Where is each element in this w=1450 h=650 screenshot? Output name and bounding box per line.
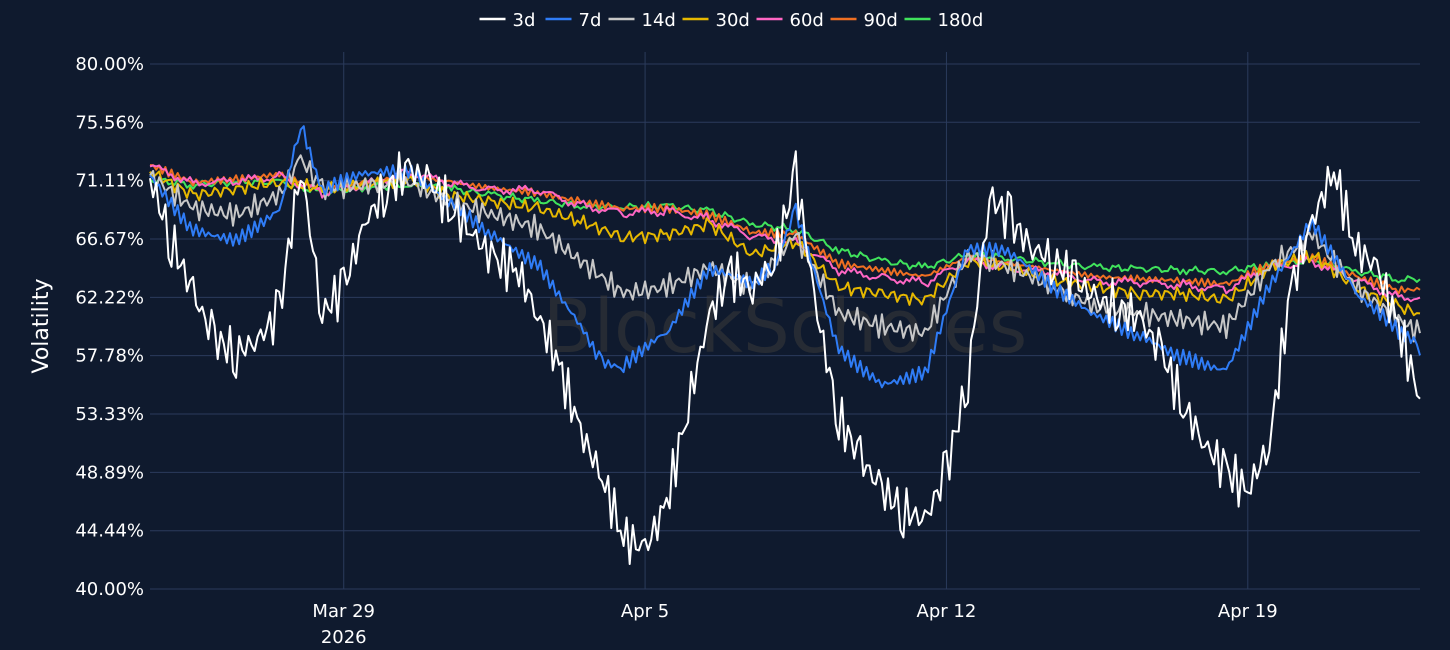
grid [150, 52, 1420, 590]
y-tick-label: 71.11% [75, 171, 144, 192]
y-axis-ticks: 40.00% 44.44% 48.89% 53.33% 57.78% 62.22% 66.6… [75, 54, 144, 600]
x-tick-label: Apr 19 [1218, 601, 1278, 622]
x-tick-label: Mar 29 [312, 601, 375, 622]
x-tick-label: Apr 12 [917, 601, 977, 622]
y-tick-label: 57.78% [75, 346, 144, 367]
series-layer [149, 125, 1421, 565]
legend-label: 7d [579, 10, 602, 31]
legend-item-180d[interactable]: 180d [904, 10, 984, 31]
y-tick-label: 48.89% [75, 462, 144, 483]
legend-item-90d[interactable]: 90d [830, 10, 898, 31]
series-line-30d [149, 170, 1421, 317]
legend-label: 3d [513, 10, 536, 31]
legend-item-3d[interactable]: 3d [479, 10, 536, 31]
x-tick-sublabel: 2026 [321, 627, 367, 648]
y-tick-label: 66.67% [75, 229, 144, 250]
legend-label: 14d [642, 10, 676, 31]
legend-item-7d[interactable]: 7d [545, 10, 602, 31]
x-tick-label: Apr 5 [621, 601, 669, 622]
watermark: BlockScholes [543, 284, 1028, 370]
y-tick-label: 53.33% [75, 404, 144, 425]
y-tick-label: 62.22% [75, 287, 144, 308]
y-tick-label: 44.44% [75, 521, 144, 542]
legend-label: 180d [938, 10, 984, 31]
x-axis-ticks: Mar 29 2026 Apr 5 Apr 12 Apr 19 [312, 601, 1277, 648]
series-line-3d [149, 150, 1421, 565]
y-tick-label: 40.00% [75, 579, 144, 600]
series-line-180d [149, 177, 1421, 284]
legend-label: 30d [716, 10, 750, 31]
legend-item-14d[interactable]: 14d [608, 10, 676, 31]
y-axis-title: Volatility [29, 278, 54, 373]
y-tick-label: 75.56% [75, 112, 144, 133]
series-line-14d [149, 154, 1421, 343]
series-line-7d [149, 125, 1421, 389]
legend: 3d 7d 14d 30d 60d 90d 180d [479, 10, 984, 31]
legend-label: 90d [864, 10, 898, 31]
legend-label: 60d [790, 10, 824, 31]
y-tick-label: 80.00% [75, 54, 144, 75]
legend-item-60d[interactable]: 60d [756, 10, 824, 31]
legend-item-30d[interactable]: 30d [682, 10, 750, 31]
